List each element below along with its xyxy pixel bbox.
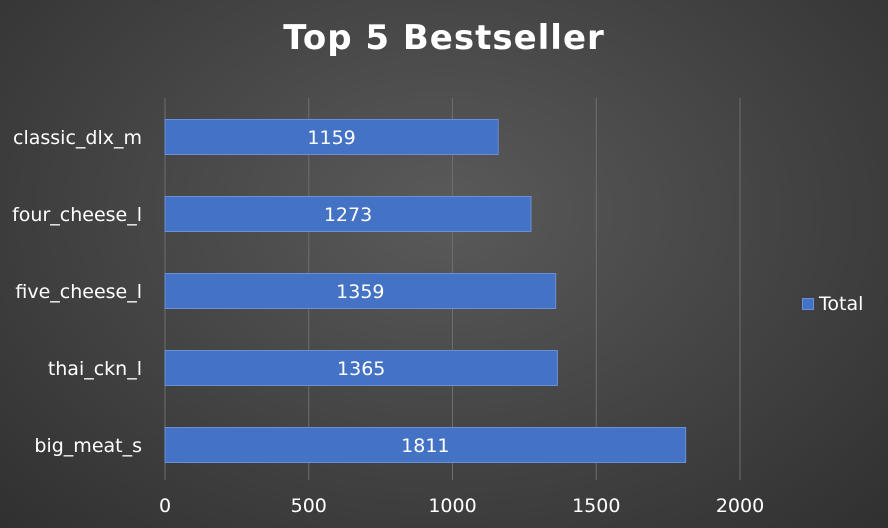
legend-label: Total [819,293,864,315]
bar-four_cheese_l [164,196,532,232]
x-tick-label-4: 2000 [716,495,764,517]
x-tick-label-2: 1000 [428,495,476,517]
bar-big_meat_s [164,427,687,463]
legend-swatch [802,298,814,310]
data-label-big_meat_s: 1811 [401,435,449,457]
x-tick-label-3: 1500 [572,495,620,517]
x-tick-label-1: 500 [291,495,327,517]
legend: Total [802,293,863,315]
category-label-five_cheese_l: five_cheese_l [15,281,142,303]
data-label-four_cheese_l: 1273 [324,204,372,226]
x-tick-label-0: 0 [159,495,171,517]
data-label-classic_dlx_m: 1159 [307,127,355,149]
category-label-four_cheese_l: four_cheese_l [12,204,142,226]
data-label-thai_ckn_l: 1365 [337,358,385,380]
bar-thai_ckn_l [164,350,558,386]
chart-title: Top 5 Bestseller [283,18,605,58]
category-label-classic_dlx_m: classic_dlx_m [13,127,142,149]
data-label-five_cheese_l: 1359 [336,281,384,303]
category-label-thai_ckn_l: thai_ckn_l [48,358,142,380]
bar-classic_dlx_m [164,119,499,155]
bar-five_cheese_l [164,273,557,309]
category-label-big_meat_s: big_meat_s [34,435,142,457]
